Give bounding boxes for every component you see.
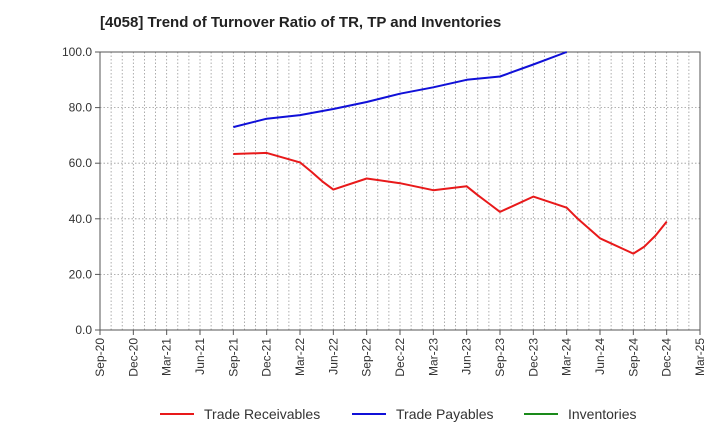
x-tick-label: Sep-20: [93, 338, 107, 377]
y-axis: 0.0 20.0 40.0 60.0 80.0 100.0: [62, 45, 100, 337]
x-tick-label: Jun-22: [326, 338, 340, 375]
y-tick-label: 40.0: [69, 212, 93, 226]
x-tick-label: Mar-22: [293, 338, 307, 376]
x-tick-label: Dec-20: [126, 338, 140, 377]
x-tick-label: Jun-23: [460, 338, 474, 375]
trade-receivables-line: [233, 151, 668, 255]
legend-label: Inventories: [568, 406, 636, 422]
legend-label: Trade Receivables: [204, 406, 320, 422]
y-tick-label: 20.0: [69, 267, 93, 281]
x-tick-label: Mar-24: [560, 338, 574, 376]
x-axis: Sep-20 Dec-20 Mar-21 Jun-21 Sep-21 Dec-21 Mar-…: [93, 330, 707, 377]
x-tick-label: Dec-23: [526, 338, 540, 377]
x-tick-label: Sep-23: [493, 338, 507, 377]
x-tick-label: Sep-22: [360, 338, 374, 377]
trade-payables-line: [233, 51, 568, 129]
y-tick-label: 0.0: [75, 323, 92, 337]
x-tick-label: Mar-21: [160, 338, 174, 376]
x-tick-label: Dec-24: [660, 338, 674, 377]
y-tick-label: 80.0: [69, 101, 93, 115]
x-tick-label: Dec-22: [393, 338, 407, 377]
legend: Trade Receivables Trade Payables Inventori…: [160, 406, 636, 422]
legend-label: Trade Payables: [396, 406, 494, 422]
x-tick-label: Dec-21: [260, 338, 274, 377]
grid-lines: [99, 51, 701, 331]
series-lines: [233, 51, 668, 255]
y-tick-label: 100.0: [62, 45, 92, 59]
x-tick-label: Sep-21: [226, 338, 240, 377]
x-tick-label: Mar-23: [426, 338, 440, 376]
y-tick-label: 60.0: [69, 156, 93, 170]
x-tick-label: Jun-24: [593, 338, 607, 375]
chart-title: [4058] Trend of Turnover Ratio of TR, TP…: [100, 14, 502, 31]
x-tick-label: Jun-21: [193, 338, 207, 375]
x-tick-label: Mar-25: [693, 338, 707, 376]
x-tick-label: Sep-24: [626, 338, 640, 377]
